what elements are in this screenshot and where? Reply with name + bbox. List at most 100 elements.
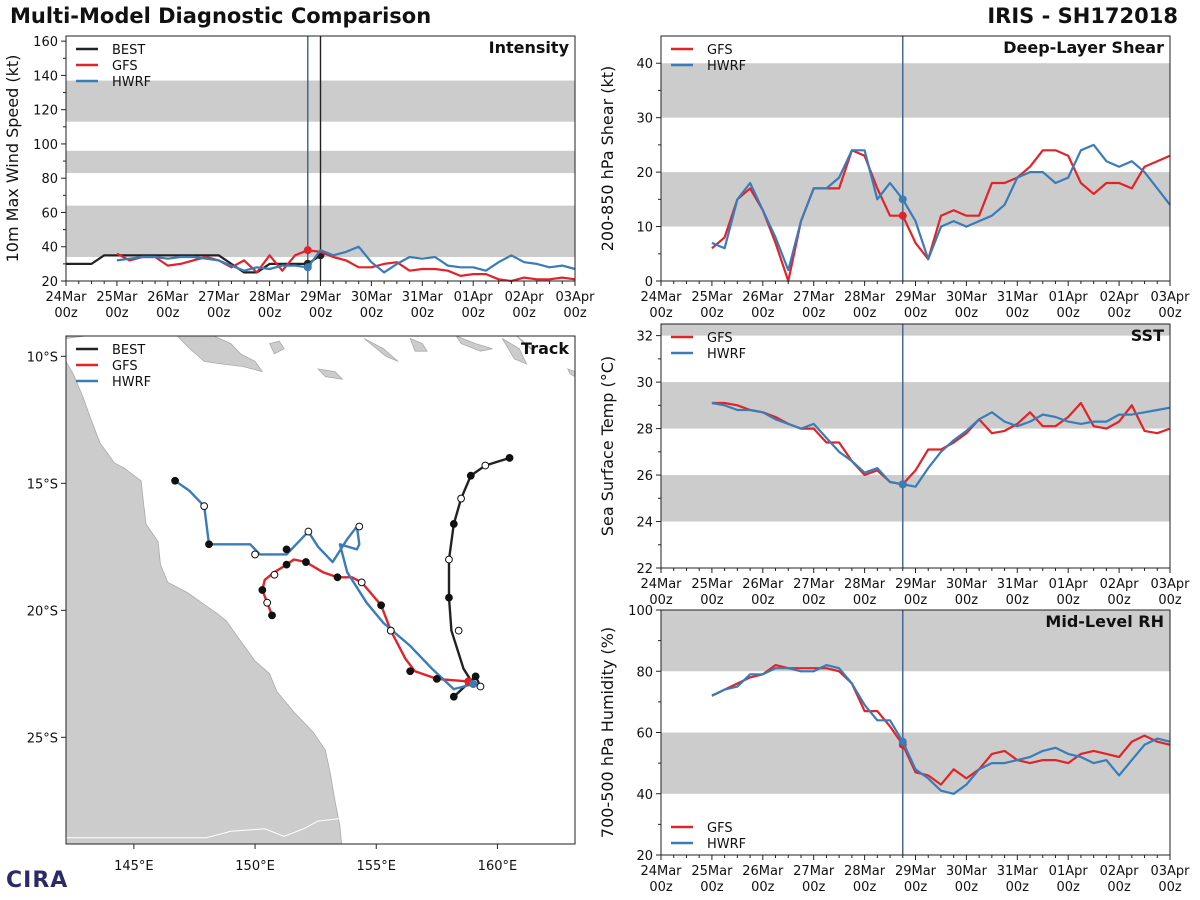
x-tick-label: 25Mar bbox=[691, 864, 733, 879]
x-tick-sublabel: 00z bbox=[207, 306, 231, 321]
x-tick-label: 28Mar bbox=[844, 577, 886, 592]
x-tick-label: 155°E bbox=[356, 859, 396, 874]
x-tick-label: 27Mar bbox=[198, 290, 240, 305]
x-tick-sublabel: 00z bbox=[700, 880, 724, 895]
sst-panel: 22242628303224Mar00z25Mar00z26Mar00z27Ma… bbox=[598, 323, 1190, 608]
y-tick-label: 80 bbox=[636, 665, 653, 680]
best-track-point bbox=[505, 454, 514, 462]
x-tick-sublabel: 00z bbox=[853, 593, 877, 608]
y-axis-label: 200-850 hPa Shear (kt) bbox=[598, 66, 617, 252]
x-tick-label: 03Apr bbox=[1150, 577, 1190, 592]
new-guinea-landmass bbox=[66, 336, 264, 373]
island bbox=[317, 368, 344, 380]
y-tick-label: 28 bbox=[636, 423, 653, 438]
x-tick-sublabel: 00z bbox=[955, 880, 979, 895]
x-tick-label: 26Mar bbox=[742, 577, 784, 592]
x-tick-label: 150°E bbox=[235, 859, 275, 874]
x-tick-label: 30Mar bbox=[946, 577, 988, 592]
island bbox=[269, 340, 285, 355]
land-layer bbox=[66, 336, 575, 844]
australia-landmass bbox=[66, 360, 342, 844]
x-tick-label: 02Apr bbox=[1100, 290, 1140, 305]
y-axis-label: 10m Max Wind Speed (kt) bbox=[3, 55, 22, 263]
gfs-track-line bbox=[261, 558, 469, 683]
x-tick-label: 03Apr bbox=[1150, 864, 1190, 879]
x-tick-label: 25Mar bbox=[96, 290, 138, 305]
best-track-point bbox=[476, 682, 485, 691]
x-tick-sublabel: 00z bbox=[853, 306, 877, 321]
x-tick-sublabel: 00z bbox=[649, 880, 673, 895]
x-tick-sublabel: 00z bbox=[700, 593, 724, 608]
x-tick-sublabel: 00z bbox=[649, 593, 673, 608]
y-tick-label: 30 bbox=[636, 112, 653, 127]
shaded-band bbox=[661, 324, 1170, 336]
y-tick-label: 60 bbox=[636, 727, 653, 742]
x-tick-label: 24Mar bbox=[640, 577, 682, 592]
x-tick-label: 25Mar bbox=[691, 290, 733, 305]
x-tick-label: 02Apr bbox=[1100, 577, 1140, 592]
x-tick-label: 01Apr bbox=[1049, 290, 1089, 305]
x-tick-sublabel: 00z bbox=[955, 593, 979, 608]
x-tick-label: 26Mar bbox=[147, 290, 189, 305]
shaded-band bbox=[661, 610, 1170, 672]
x-tick-label: 01Apr bbox=[1049, 864, 1089, 879]
legend-label: GFS bbox=[707, 331, 733, 346]
x-tick-label: 30Mar bbox=[946, 290, 988, 305]
legend-label: HWRF bbox=[112, 375, 151, 390]
x-tick-sublabel: 00z bbox=[1006, 306, 1030, 321]
gfs-track-point bbox=[432, 675, 441, 683]
best-track-point bbox=[449, 520, 458, 528]
x-tick-label: 31Mar bbox=[402, 290, 444, 305]
x-tick-label: 28Mar bbox=[844, 290, 886, 305]
x-tick-sublabel: 00z bbox=[802, 593, 826, 608]
panel-title: Mid-Level RH bbox=[1045, 612, 1164, 631]
hwrf-series-line bbox=[711, 401, 1171, 488]
legend-label: HWRF bbox=[707, 347, 746, 362]
x-tick-sublabel: 00z bbox=[411, 306, 435, 321]
y-tick-label: 120 bbox=[33, 104, 58, 119]
x-tick-sublabel: 00z bbox=[1006, 880, 1030, 895]
x-tick-label: 29Mar bbox=[895, 290, 937, 305]
y-tick-label: 22 bbox=[636, 562, 653, 577]
x-tick-sublabel: 00z bbox=[1006, 593, 1030, 608]
gfs-track-point bbox=[333, 573, 342, 582]
hwrf-point bbox=[898, 195, 907, 204]
island bbox=[501, 338, 528, 365]
best-track-line bbox=[447, 456, 510, 698]
gfs-track-point bbox=[377, 601, 385, 610]
y-tick-label: 60 bbox=[41, 206, 58, 221]
shaded-band bbox=[661, 382, 1170, 429]
x-tick-sublabel: 00z bbox=[802, 306, 826, 321]
x-tick-label: 03Apr bbox=[555, 290, 595, 305]
panel-title: Intensity bbox=[489, 38, 570, 57]
gfs-track-point bbox=[406, 667, 415, 676]
hwrf-track-point bbox=[282, 545, 291, 554]
best-track-point bbox=[457, 494, 465, 503]
x-tick-label: 27Mar bbox=[793, 290, 835, 305]
map-frame bbox=[65, 335, 576, 845]
x-tick-sublabel: 00z bbox=[751, 880, 775, 895]
x-tick-sublabel: 00z bbox=[649, 306, 673, 321]
hwrf-track-point bbox=[355, 522, 364, 531]
gfs-track-point bbox=[268, 611, 276, 620]
gfs-series-line bbox=[116, 249, 576, 283]
x-tick-label: 145°E bbox=[114, 859, 154, 874]
hwrf-series-line bbox=[711, 663, 1171, 795]
x-tick-sublabel: 00z bbox=[54, 306, 78, 321]
hwrf-point bbox=[898, 737, 907, 746]
x-tick-label: 27Mar bbox=[793, 864, 835, 879]
hwrf-point bbox=[898, 480, 907, 489]
best-track-point bbox=[466, 471, 475, 480]
x-tick-label: 01Apr bbox=[1049, 577, 1089, 592]
best-track-point bbox=[449, 692, 458, 701]
rh-panel: 2040608010024Mar00z25Mar00z26Mar00z27Mar… bbox=[598, 604, 1190, 895]
shaded-band bbox=[661, 172, 1170, 227]
x-tick-sublabel: 00z bbox=[563, 306, 587, 321]
x-tick-label: 25Mar bbox=[691, 577, 733, 592]
x-tick-label: 29Mar bbox=[895, 864, 937, 879]
x-tick-label: 24Mar bbox=[640, 864, 682, 879]
legend-label: GFS bbox=[112, 359, 138, 374]
gfs-track-point bbox=[263, 598, 272, 607]
x-tick-sublabel: 00z bbox=[1158, 306, 1182, 321]
x-tick-label: 01Apr bbox=[454, 290, 494, 305]
